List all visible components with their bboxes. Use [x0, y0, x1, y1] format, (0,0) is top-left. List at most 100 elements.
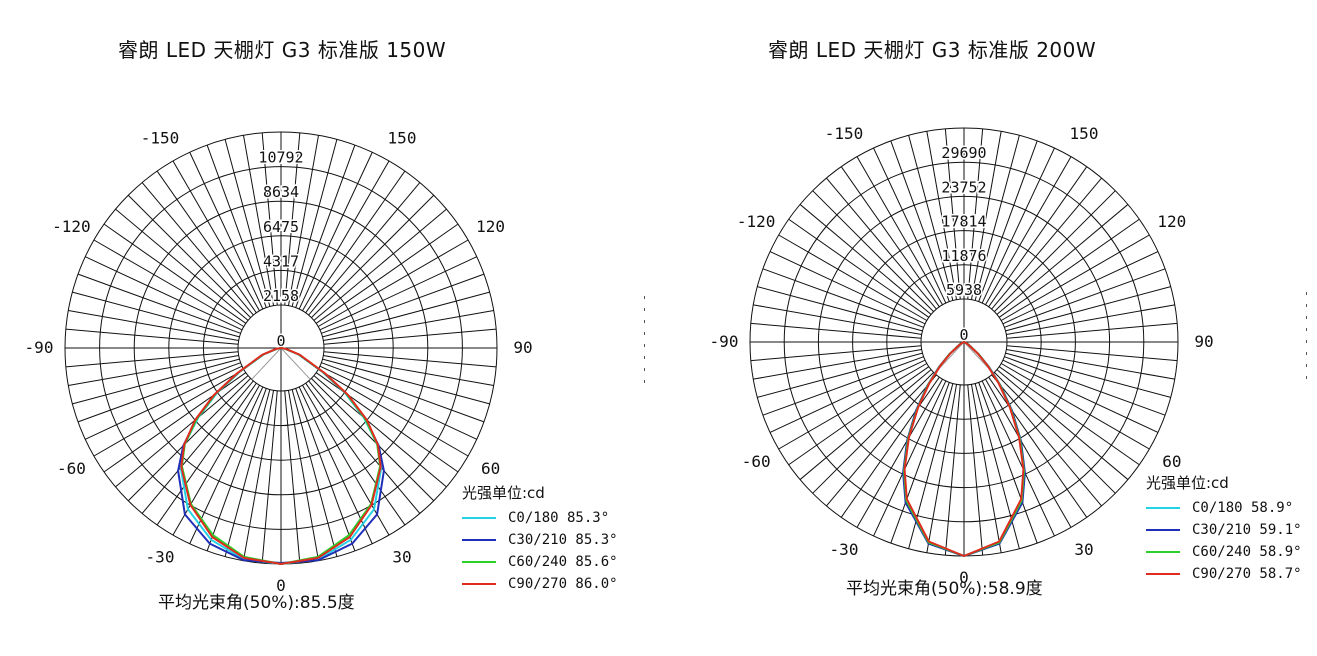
legend-item: C90/270 86.0° — [462, 573, 618, 595]
legend-label: C30/210 85.3° — [508, 532, 618, 548]
grid-spoke — [313, 208, 447, 321]
grid-spoke — [1000, 363, 1150, 450]
grid-spoke — [778, 234, 928, 321]
grid-spoke — [103, 223, 247, 324]
grid-spoke — [115, 208, 249, 321]
radial-tick-label: 5938 — [946, 281, 982, 299]
grid-spoke — [319, 365, 477, 440]
grid-spoke — [127, 194, 251, 318]
angle-tick-label: -120 — [52, 217, 91, 236]
grid-spoke — [206, 388, 267, 552]
grid-spoke — [769, 251, 926, 325]
grid-spoke — [840, 166, 940, 308]
radial-tick-label: 8634 — [263, 183, 299, 201]
grid-spoke — [840, 376, 940, 518]
grid-spoke — [323, 309, 494, 342]
legend-swatch — [1146, 529, 1180, 531]
grid-spoke — [926, 384, 958, 553]
grid-spoke — [991, 177, 1102, 310]
grid-spoke — [826, 177, 937, 310]
grid-spoke — [974, 135, 1020, 301]
grid-spoke — [1006, 304, 1175, 336]
radial-tick-label: 4317 — [263, 252, 299, 270]
grid-spoke — [991, 374, 1102, 507]
grid-spoke — [206, 144, 267, 308]
radial-tick-label: 0 — [959, 326, 968, 344]
angle-tick-label: -150 — [825, 124, 864, 143]
grid-spoke — [323, 354, 494, 387]
grid-spoke — [242, 390, 275, 561]
angle-tick-label: -60 — [742, 452, 771, 471]
grid-spoke — [996, 204, 1129, 315]
grid-spoke — [115, 375, 249, 488]
grid-spoke — [890, 382, 950, 544]
grid-spoke — [315, 372, 459, 473]
reference-cone-edge — [251, 347, 282, 380]
grid-spoke — [305, 170, 406, 314]
grid-spoke — [287, 135, 320, 306]
reference-cone — [251, 347, 311, 380]
grid-spoke — [998, 218, 1140, 318]
edge-marks — [1306, 292, 1308, 388]
reference-cone-edge — [280, 347, 311, 380]
grid-spoke — [295, 388, 356, 552]
grid-spoke — [319, 256, 477, 331]
grid-spoke — [77, 362, 241, 423]
legend-swatch — [1146, 551, 1180, 553]
beam-angle-label: 平均光束角(50%):58.9度 — [846, 579, 1043, 599]
grid-spoke — [826, 374, 937, 507]
legend: 光强单位:cd C0/180 85.3° C30/210 85.3° C60/240… — [462, 482, 618, 595]
grid-spoke — [799, 369, 932, 480]
grid-spoke — [141, 182, 254, 316]
grid-spoke — [291, 139, 338, 307]
legend-label: C60/240 85.6° — [508, 554, 618, 570]
grid-spoke — [224, 389, 271, 557]
grid-spoke — [1006, 322, 1178, 339]
legend-label: C30/210 59.1° — [1192, 522, 1302, 538]
grid-spoke — [799, 204, 932, 315]
grid-spoke — [970, 131, 1002, 300]
angle-tick-label: -30 — [146, 548, 175, 567]
grid-spoke — [224, 139, 271, 307]
grid-spoke — [85, 256, 243, 331]
grid-spoke — [985, 156, 1072, 306]
grid-spoke — [944, 384, 961, 556]
grid-spoke — [93, 369, 245, 457]
grid-spoke — [242, 135, 275, 306]
grid-spoke — [313, 375, 447, 488]
unit-label: 光强单位:cd — [462, 484, 545, 502]
grid-spoke — [788, 366, 930, 466]
radial-tick-label: 10792 — [258, 149, 303, 167]
grid-spoke — [284, 132, 301, 306]
radial-tick-label: 2158 — [263, 287, 299, 305]
angle-tick-label: 60 — [1162, 452, 1181, 471]
radial-tick-label: 0 — [276, 332, 285, 350]
legend-label: C0/180 58.9° — [1192, 500, 1294, 516]
grid-spoke — [753, 304, 922, 336]
angle-tick-label: -120 — [737, 212, 776, 231]
grid-spoke — [908, 135, 954, 301]
grid-spoke — [68, 354, 239, 387]
grid-spoke — [873, 380, 947, 537]
chart-panel-150w: 睿朗 LED 天棚灯 G3 标准版 150W 0 2158 4317 6475 8634… — [0, 0, 650, 656]
legend-item: C0/180 85.3° — [462, 507, 618, 529]
radial-tick-label: 6475 — [263, 218, 299, 236]
grid-spoke — [311, 378, 435, 502]
legend-item: C0/180 58.9° — [1146, 497, 1302, 519]
angle-tick-label: 30 — [1074, 540, 1093, 559]
grid-spoke — [77, 273, 241, 334]
legend-swatch — [462, 539, 496, 541]
angle-tick-label: 120 — [476, 217, 505, 236]
grid-spoke — [72, 291, 240, 338]
series-curve — [180, 347, 382, 565]
legend-label: C0/180 85.3° — [508, 510, 610, 526]
legend-swatch — [462, 583, 496, 585]
grid-spoke — [788, 218, 930, 318]
chart-title: 睿朗 LED 天棚灯 G3 标准版 150W — [118, 38, 447, 62]
grid-spoke — [988, 376, 1088, 518]
beam-angle-label: 平均光束角(50%):85.5度 — [158, 593, 355, 613]
grid-spoke — [988, 166, 1088, 308]
grid-spoke — [295, 144, 356, 308]
grid-spoke — [93, 239, 245, 327]
grid-spoke — [322, 358, 490, 405]
